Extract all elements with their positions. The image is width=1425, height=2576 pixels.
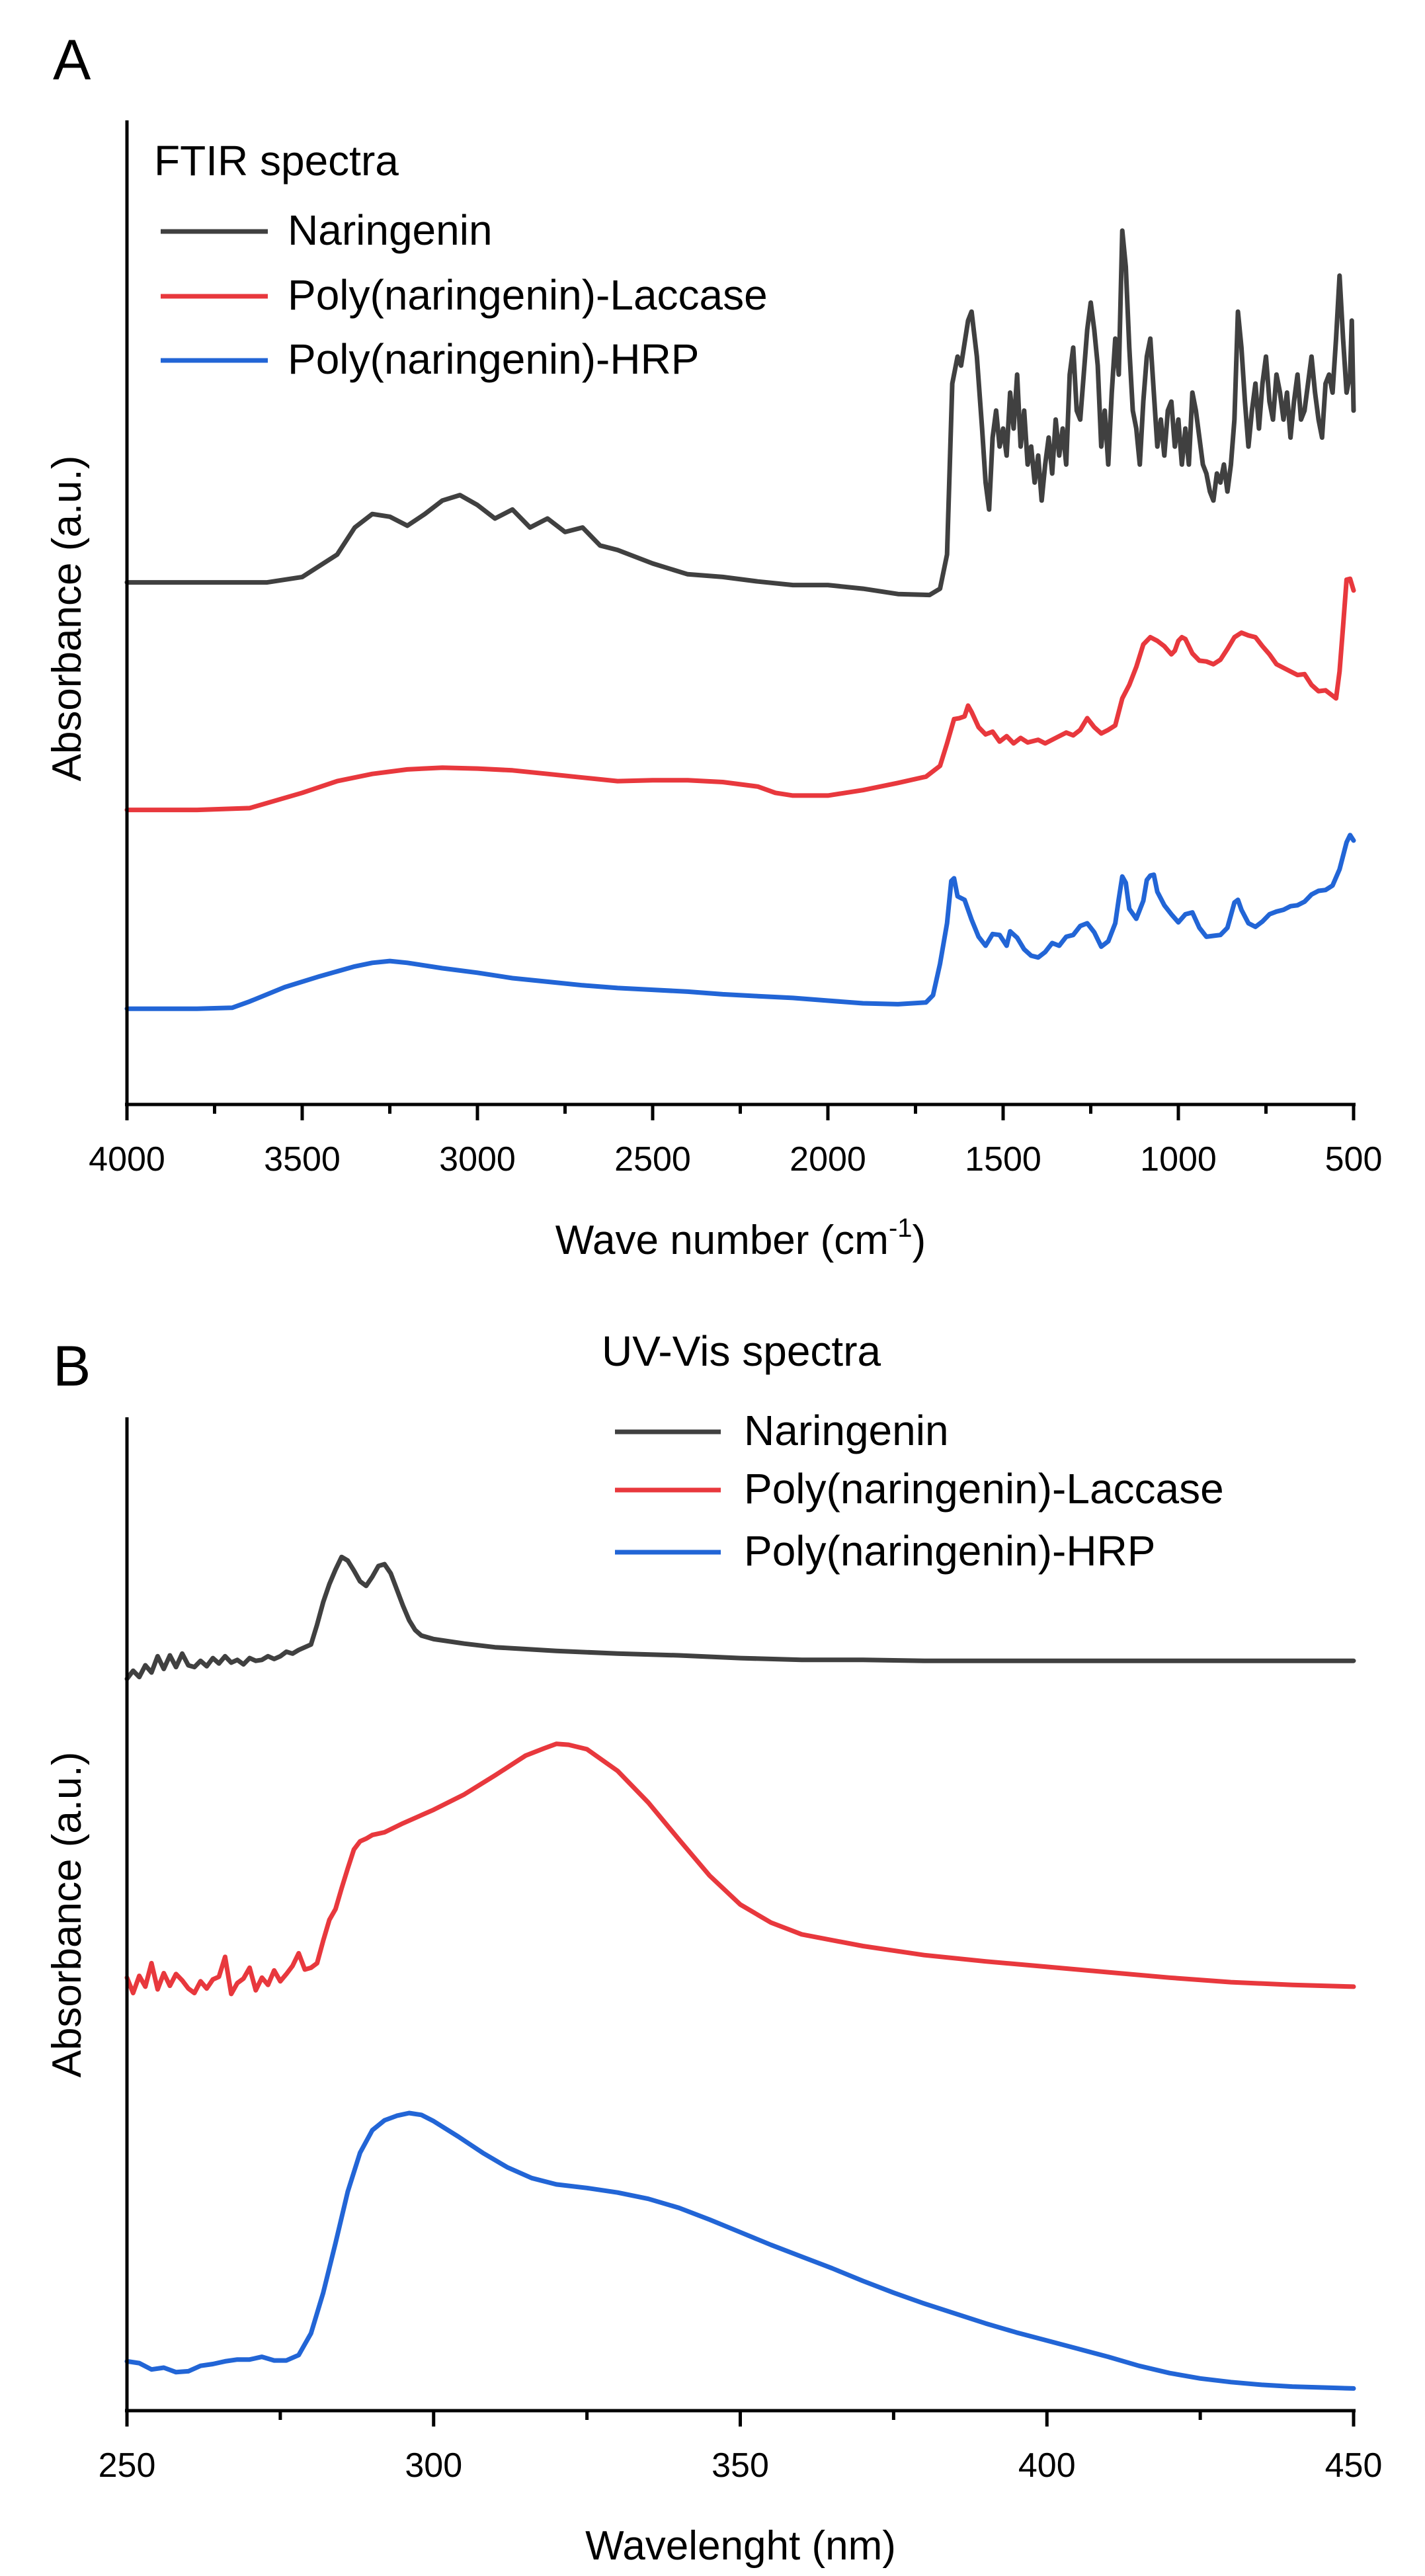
- x-axis-title-a: Wave number (cm-1): [555, 1214, 926, 1263]
- series-line-naringenin: [124, 1554, 1356, 1681]
- x-tick-label-350: 350: [712, 2446, 769, 2485]
- x-tick-label-3000: 3000: [439, 1140, 516, 1179]
- x-tick-label-2000: 2000: [790, 1140, 866, 1179]
- x-tick-label-3500: 3500: [264, 1140, 341, 1179]
- x-tick-label-250: 250: [99, 2446, 156, 2485]
- legend-b-label-laccase: Poly(naringenin)-Laccase: [744, 1465, 1224, 1513]
- x-tick-label-4000: 4000: [89, 1140, 165, 1179]
- series-line-naringenin: [124, 228, 1356, 598]
- x-ticks-b: 250 300 350 400 450: [99, 2411, 1383, 2485]
- panel-a-ftir-chart: A FTIR spectra Naringenin Poly(naringeni…: [44, 28, 1382, 1263]
- series-a-group: [124, 228, 1356, 1011]
- panel-b-uvvis-chart: B UV-Vis spectra Naringenin Poly(naringe…: [44, 1327, 1382, 2569]
- x-ticks-a: 4000 3500 3000 2500 2000 1500 1000 500: [89, 1104, 1382, 1179]
- y-axis-title-b: Absorbance (a.u.): [44, 1752, 90, 2078]
- series-b-group: [124, 1554, 1356, 2391]
- legend-b: Naringenin Poly(naringenin)-Laccase Poly…: [615, 1407, 1224, 1575]
- legend-a: Naringenin Poly(naringenin)-Laccase Poly…: [161, 206, 768, 383]
- legend-a-label-naringenin: Naringenin: [288, 206, 493, 254]
- series-line-hrp: [124, 2110, 1356, 2391]
- x-tick-label-450: 450: [1325, 2446, 1383, 2485]
- panel-b-letter: B: [53, 1335, 91, 1398]
- x-axis-title-b: Wavelenght (nm): [585, 2523, 896, 2569]
- legend-a-title: FTIR spectra: [154, 137, 399, 185]
- x-tick-label-500: 500: [1325, 1140, 1383, 1179]
- series-line-laccase: [124, 1741, 1356, 1997]
- x-tick-label-2500: 2500: [614, 1140, 691, 1179]
- x-tick-label-1500: 1500: [965, 1140, 1041, 1179]
- x-tick-label-400: 400: [1018, 2446, 1076, 2485]
- x-tick-label-1000: 1000: [1140, 1140, 1217, 1179]
- legend-b-label-hrp: Poly(naringenin)-HRP: [744, 1527, 1155, 1575]
- legend-b-label-naringenin: Naringenin: [744, 1407, 949, 1454]
- x-tick-label-300: 300: [405, 2446, 462, 2485]
- legend-a-label-laccase: Poly(naringenin)-Laccase: [288, 271, 768, 319]
- legend-a-label-hrp: Poly(naringenin)-HRP: [288, 335, 699, 383]
- series-line-hrp: [124, 833, 1356, 1011]
- panel-a-letter: A: [53, 28, 91, 92]
- legend-b-title: UV-Vis spectra: [602, 1327, 881, 1375]
- series-line-laccase: [124, 576, 1356, 813]
- y-axis-title-a: Absorbance (a.u.): [44, 456, 90, 782]
